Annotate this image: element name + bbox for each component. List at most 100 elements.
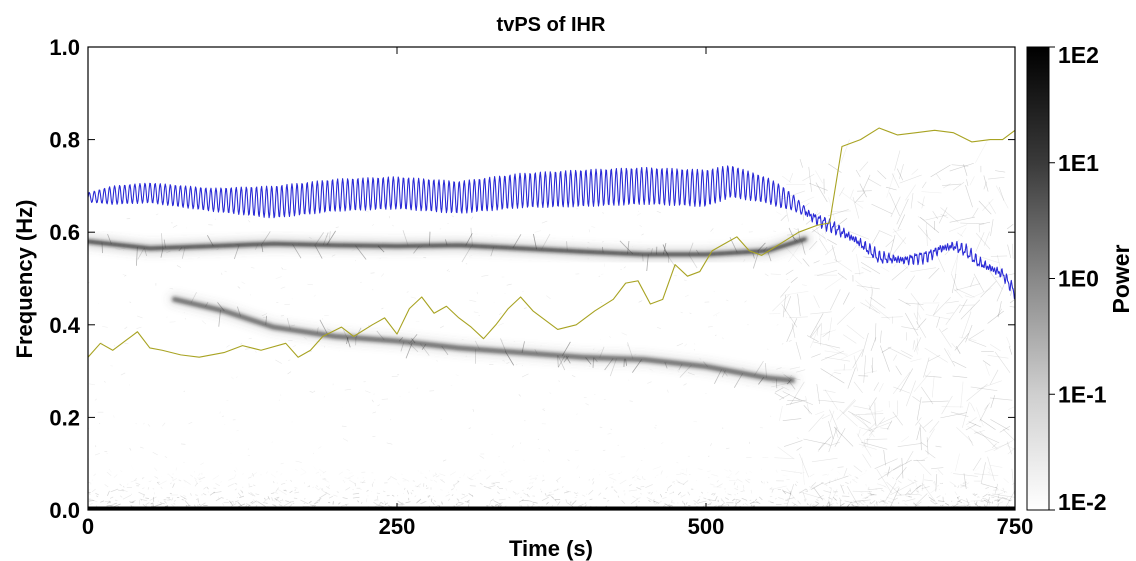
noise-mark: [255, 493, 260, 496]
filament-mark: [867, 488, 883, 491]
filament-mark: [852, 197, 860, 219]
noise-mark: [749, 499, 752, 502]
filament-mark: [802, 202, 810, 209]
noise-mark: [1003, 491, 1005, 493]
noise-mark: [1002, 487, 1005, 491]
ridge-tendril: [662, 244, 668, 255]
filament-mark: [996, 254, 1004, 281]
noise-mark: [270, 492, 275, 495]
noise-mark: [901, 500, 906, 502]
noise-mark: [234, 500, 239, 503]
filament-mark: [917, 216, 925, 221]
filament-mark: [904, 489, 911, 496]
speckle-mark: [142, 422, 145, 425]
ridge-tendril: [218, 310, 221, 327]
filament-mark: [809, 313, 824, 337]
noise-mark: [307, 485, 311, 488]
noise-mark: [484, 470, 486, 471]
filament-mark: [888, 487, 900, 510]
noise-mark: [349, 479, 356, 485]
filament-mark: [892, 459, 912, 471]
colorbar: 1E2 1E1 1E0 1E-1 1E-2 Power: [1026, 42, 1134, 515]
speckle-mark: [237, 286, 241, 289]
filament-mark: [913, 312, 918, 320]
noise-mark: [657, 500, 662, 505]
filament-mark: [901, 436, 910, 443]
filament-mark: [840, 484, 845, 494]
filament-mark: [782, 175, 792, 183]
speckle-mark: [94, 453, 100, 456]
noise-mark: [277, 489, 287, 496]
noise-mark: [932, 480, 936, 484]
noise-mark: [252, 484, 256, 487]
noise-mark: [811, 482, 817, 487]
noise-mark: [851, 504, 857, 507]
filament-mark: [862, 423, 876, 436]
noise-mark: [414, 485, 421, 488]
colorbar-tick-label: 1E-1: [1058, 381, 1107, 407]
filament-mark: [828, 441, 840, 447]
noise-mark: [916, 490, 919, 493]
ridge-tendril: [413, 245, 420, 254]
speckle-mark: [621, 332, 627, 336]
filament-mark: [945, 300, 959, 304]
filament-mark: [883, 449, 886, 466]
noise-mark: [376, 492, 381, 495]
noise-mark: [805, 490, 809, 492]
speckle-mark: [519, 442, 522, 445]
filament-mark: [813, 341, 841, 349]
speckle-mark: [680, 311, 683, 314]
noise-mark: [152, 487, 155, 490]
ridge-tendril: [376, 330, 385, 341]
speckle-mark: [372, 224, 375, 226]
noise-mark: [571, 500, 577, 505]
noise-mark: [274, 497, 282, 504]
filament-mark: [833, 426, 854, 447]
filament-mark: [1004, 489, 1015, 510]
noise-mark: [541, 479, 545, 482]
x-tick-label: 750: [997, 514, 1034, 539]
speckle-mark: [524, 419, 526, 422]
filament-mark: [846, 486, 859, 506]
ridge-tendril: [292, 243, 302, 259]
noise-mark: [453, 505, 456, 507]
filament-mark: [894, 150, 901, 171]
filament-mark: [822, 260, 842, 265]
noise-mark: [291, 503, 293, 505]
filament-mark: [925, 314, 951, 320]
noise-mark: [252, 472, 255, 477]
noise-mark: [783, 490, 792, 495]
noise-mark: [750, 504, 753, 507]
noise-mark: [750, 489, 753, 494]
filament-mark: [852, 508, 854, 510]
filament-mark: [869, 288, 874, 310]
noise-mark: [707, 499, 716, 502]
noise-mark: [736, 478, 738, 482]
filament-mark: [1008, 406, 1015, 410]
noise-mark: [317, 498, 322, 502]
ridge-tendril: [490, 246, 495, 257]
speckle-mark: [172, 224, 178, 228]
noise-mark: [963, 480, 967, 484]
ridge-tendril: [163, 239, 166, 248]
ridge-tendril: [721, 369, 727, 378]
noise-mark: [677, 491, 682, 496]
speckle-mark: [129, 447, 132, 451]
filament-mark: [974, 138, 989, 164]
filament-mark: [972, 457, 982, 471]
filament-mark: [858, 414, 875, 438]
noise-mark: [577, 492, 579, 494]
noise-mark: [735, 500, 741, 505]
filament-mark: [935, 445, 942, 448]
noise-mark: [154, 476, 159, 479]
noise-mark: [741, 497, 747, 501]
noise-mark: [556, 476, 561, 481]
filament-mark: [987, 310, 1004, 324]
speckle-mark: [214, 218, 217, 220]
filament-mark: [925, 229, 928, 237]
noise-mark: [88, 482, 91, 484]
noise-mark: [578, 504, 584, 507]
noise-mark: [815, 503, 820, 506]
speckle-mark: [250, 267, 255, 269]
noise-mark: [582, 494, 586, 497]
